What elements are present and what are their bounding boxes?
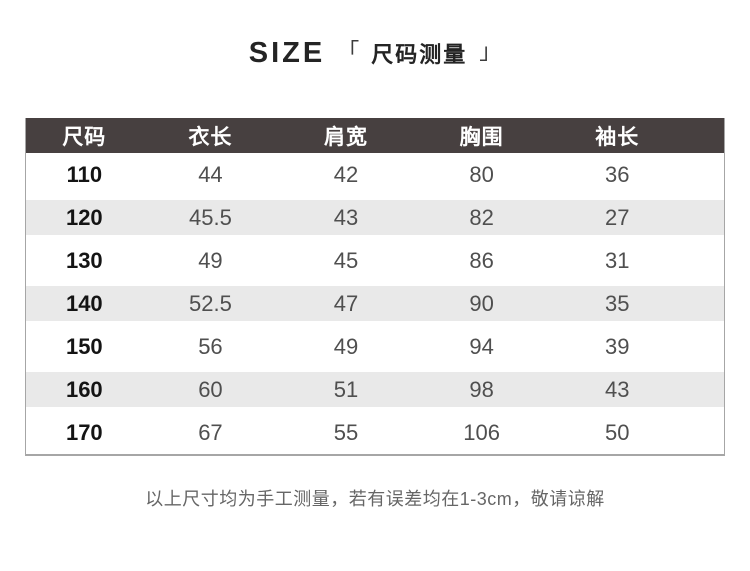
size-table: 尺码 衣长 肩宽 胸围 袖长 110 44 42 80 36 120 45.5 43 82 27 130 49… xyxy=(25,118,725,456)
value-cell: 45.5 xyxy=(189,204,232,230)
value-cell: 35 xyxy=(604,290,630,316)
size-cell: 150 xyxy=(65,333,103,359)
title-bracket-left-icon: 「 xyxy=(337,39,360,64)
value-cell: 60 xyxy=(198,376,223,402)
header-cell-1: 尺码 xyxy=(62,125,107,149)
value-cell: 27 xyxy=(604,204,630,230)
header-cell-2: 衣长 xyxy=(188,125,233,149)
value-cell: 86 xyxy=(469,247,494,273)
header-cell-4: 胸围 xyxy=(459,125,504,149)
table-row: 140 52.5 47 90 35 xyxy=(26,282,724,325)
size-cell: 140 xyxy=(65,290,103,316)
value-cell: 43 xyxy=(333,204,359,230)
value-cell: 52.5 xyxy=(189,290,232,316)
table-row: 150 56 49 94 39 xyxy=(26,325,724,368)
value-cell: 51 xyxy=(333,376,359,402)
header-cell-5: 袖长 xyxy=(595,125,640,149)
size-cell: 110 xyxy=(66,161,103,187)
value-cell: 42 xyxy=(333,161,359,187)
value-cell: 49 xyxy=(333,333,359,359)
value-cell: 39 xyxy=(604,333,630,359)
value-cell: 44 xyxy=(198,161,223,187)
title-zh-text: 尺码测量 xyxy=(371,42,468,67)
value-cell: 50 xyxy=(604,419,630,445)
value-cell: 94 xyxy=(469,333,494,359)
table-body: 110 44 42 80 36 120 45.5 43 82 27 130 49 45 86 31 140 52… xyxy=(26,153,724,454)
size-cell: 130 xyxy=(65,247,103,273)
value-cell: 43 xyxy=(604,376,630,402)
table-row: 170 67 55 106 50 xyxy=(26,411,724,454)
value-cell: 56 xyxy=(198,333,223,359)
size-cell: 160 xyxy=(65,376,103,402)
value-cell: 82 xyxy=(469,204,494,230)
value-cell: 80 xyxy=(469,161,494,187)
value-cell: 106 xyxy=(463,419,500,445)
value-cell: 67 xyxy=(198,419,223,445)
value-cell: 31 xyxy=(604,247,630,273)
title-size-text: SIZE xyxy=(248,36,326,69)
size-cell: 120 xyxy=(65,204,103,230)
footer-note: 以上尺寸均为手工测量，若有误差均在1-3cm，敬请谅解 xyxy=(145,489,605,509)
table-row: 110 44 42 80 36 xyxy=(26,153,724,196)
value-cell: 45 xyxy=(333,247,359,273)
value-cell: 55 xyxy=(333,419,359,445)
title-bracket-right-icon: 」 xyxy=(479,39,502,64)
value-cell: 90 xyxy=(469,290,494,316)
value-cell: 47 xyxy=(333,290,359,316)
page-title: SIZE 「 尺码测量 」 xyxy=(0,0,750,70)
value-cell: 36 xyxy=(604,161,630,187)
value-cell: 49 xyxy=(198,247,223,273)
table-row: 130 49 45 86 31 xyxy=(26,239,724,282)
size-cell: 170 xyxy=(65,419,103,445)
header-cell-3: 肩宽 xyxy=(324,125,369,149)
table-row: 120 45.5 43 82 27 xyxy=(26,196,724,239)
value-cell: 98 xyxy=(469,376,494,402)
table-header: 尺码 衣长 肩宽 胸围 袖长 xyxy=(26,118,724,153)
table-row: 160 60 51 98 43 xyxy=(26,368,724,411)
